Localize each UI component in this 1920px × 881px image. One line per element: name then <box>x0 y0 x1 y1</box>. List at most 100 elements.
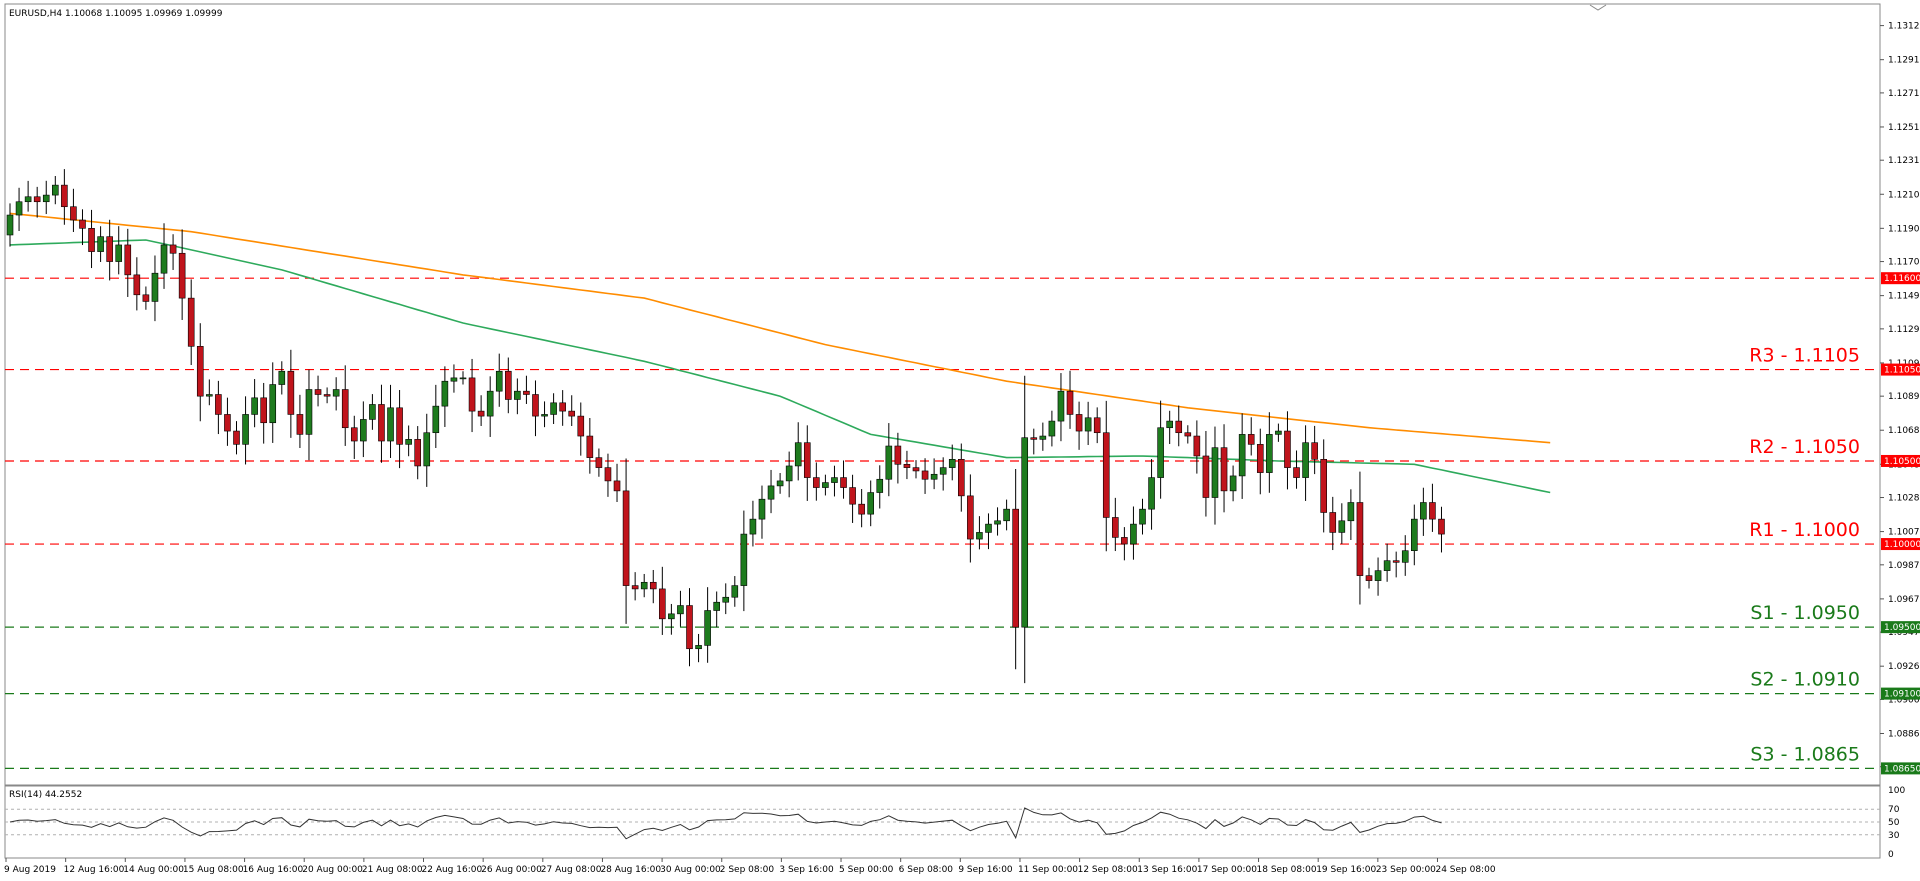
candle-body-bearish <box>1202 455 1210 498</box>
candle-body-bullish <box>948 459 956 468</box>
candle-body-bearish <box>70 206 77 221</box>
candle-body-bearish <box>106 236 113 262</box>
candle <box>1166 410 1173 445</box>
candle <box>378 384 385 463</box>
candle <box>1374 557 1382 596</box>
price-tick-label: 1.12715 <box>1888 89 1920 99</box>
level-price-tag-text: 1.11600 <box>1884 274 1920 284</box>
price-tick-label: 1.10075 <box>1888 528 1920 538</box>
candle <box>115 226 123 275</box>
candle-body-bearish <box>631 585 639 590</box>
candle <box>459 371 467 385</box>
level-label-s1: S1 - 1.0950 <box>1750 602 1860 624</box>
candle <box>677 590 684 627</box>
rsi-tick-label: 70 <box>1888 805 1900 815</box>
candle-body-bullish <box>994 520 1001 525</box>
candle-body-bullish <box>269 384 277 424</box>
candle <box>305 369 313 461</box>
support-resistance-levels: 1.11050 R3 - 1.1105 1.10500 R2 - 1.1050 1.10… <box>5 272 1920 775</box>
candle-body-bullish <box>459 377 467 380</box>
scroll-marker-icon <box>1589 4 1607 11</box>
candle-body-bullish <box>6 214 14 236</box>
time-tick-label: 11 Sep 00:00 <box>1018 865 1078 875</box>
candle-body-bearish <box>1429 502 1436 520</box>
candle <box>1293 450 1300 489</box>
candle <box>659 566 666 635</box>
candle-body-bearish <box>1175 420 1183 434</box>
candle-body-bullish <box>24 196 32 203</box>
candle <box>314 375 322 407</box>
candle <box>758 485 766 539</box>
candle-body-bullish <box>405 439 412 445</box>
candle <box>495 353 503 407</box>
price-tick-label: 1.10685 <box>1888 426 1920 436</box>
candle-body-bullish <box>1084 417 1092 432</box>
candle-body-bullish <box>1039 435 1047 440</box>
candle-body-bullish <box>749 518 757 535</box>
candle-body-bearish <box>894 445 902 465</box>
candle-body-bullish <box>668 613 675 620</box>
candle-body-bullish <box>1157 427 1164 478</box>
candle-body-bullish <box>495 370 503 392</box>
candle-body-bearish <box>1102 432 1110 518</box>
candle <box>550 393 557 424</box>
candle-body-bullish <box>976 532 983 540</box>
candle <box>196 323 204 422</box>
rsi-tick-label: 0 <box>1888 850 1894 860</box>
rsi-tick-label: 50 <box>1888 818 1900 828</box>
candle <box>42 180 50 215</box>
candle <box>1429 483 1436 532</box>
candle <box>523 375 530 404</box>
time-tick-label: 18 Sep 08:00 <box>1257 865 1317 875</box>
level-price-tag-text: 1.11050 <box>1884 366 1920 376</box>
candle <box>1030 428 1038 455</box>
candle-body-bullish <box>332 389 340 397</box>
candle <box>468 358 476 433</box>
candle-body-bearish <box>33 196 41 203</box>
candle <box>586 418 594 474</box>
candle-body-bullish <box>51 184 59 196</box>
candle-body-bearish <box>224 414 231 432</box>
candle-body-bearish <box>1329 512 1337 533</box>
candle <box>233 421 240 455</box>
price-tick-label: 1.11700 <box>1888 258 1920 268</box>
candle-body-bullish <box>1347 502 1355 522</box>
candle <box>767 469 775 514</box>
candle <box>79 209 86 246</box>
level-price-tag-text: 1.09500 <box>1884 623 1920 633</box>
time-tick-label: 21 Aug 08:00 <box>362 865 423 875</box>
time-tick-label: 24 Sep 08:00 <box>1435 865 1495 875</box>
candle <box>1157 400 1164 499</box>
symbol-header: EURUSD,H4 1.10068 1.10095 1.09969 1.0999… <box>9 9 223 19</box>
candle <box>1075 401 1083 450</box>
candle-body-bullish <box>767 485 775 500</box>
candle-body-bullish <box>206 394 213 397</box>
candle <box>686 588 693 667</box>
candle-body-bearish <box>314 389 322 395</box>
time-tick-label: 17 Sep 00:00 <box>1197 865 1257 875</box>
candle <box>1438 506 1445 553</box>
candle-body-bearish <box>649 581 657 590</box>
candle <box>106 219 113 281</box>
candle <box>251 379 258 428</box>
candle-body-bullish <box>1211 447 1219 498</box>
candle-body-bearish <box>178 252 186 299</box>
candle <box>704 587 711 663</box>
candle <box>215 380 222 435</box>
candle-body-bullish <box>1021 437 1029 628</box>
candle-body-bullish <box>704 610 711 646</box>
candle-body-bearish <box>124 244 132 276</box>
candle <box>1193 420 1201 474</box>
candle <box>405 425 412 457</box>
level-price-tag-s1 <box>1881 621 1920 634</box>
candle <box>169 234 177 270</box>
price-tick-label: 1.12105 <box>1888 190 1920 200</box>
candle-body-bearish <box>1284 430 1291 468</box>
candle <box>1003 499 1010 531</box>
candle-body-bullish <box>1148 477 1155 510</box>
candle-body-bullish <box>1229 475 1237 492</box>
price-tick-label: 1.09265 <box>1888 662 1920 672</box>
candle <box>1284 411 1291 490</box>
candle <box>867 480 875 527</box>
candle <box>595 448 603 477</box>
